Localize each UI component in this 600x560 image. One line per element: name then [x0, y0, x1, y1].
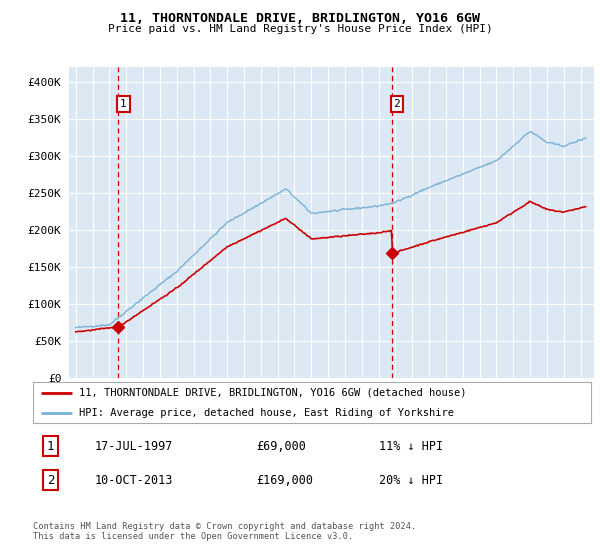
Text: 2: 2 [394, 99, 400, 109]
Text: 1: 1 [47, 440, 55, 453]
Text: 20% ↓ HPI: 20% ↓ HPI [379, 474, 443, 487]
Text: £69,000: £69,000 [256, 440, 306, 453]
Text: 11, THORNTONDALE DRIVE, BRIDLINGTON, YO16 6GW: 11, THORNTONDALE DRIVE, BRIDLINGTON, YO1… [120, 12, 480, 25]
Text: 11, THORNTONDALE DRIVE, BRIDLINGTON, YO16 6GW (detached house): 11, THORNTONDALE DRIVE, BRIDLINGTON, YO1… [79, 388, 466, 398]
Text: 17-JUL-1997: 17-JUL-1997 [94, 440, 173, 453]
Text: 1: 1 [120, 99, 127, 109]
Text: HPI: Average price, detached house, East Riding of Yorkshire: HPI: Average price, detached house, East… [79, 408, 454, 418]
Text: 11% ↓ HPI: 11% ↓ HPI [379, 440, 443, 453]
Text: £169,000: £169,000 [256, 474, 313, 487]
Text: 10-OCT-2013: 10-OCT-2013 [94, 474, 173, 487]
Text: 2: 2 [47, 474, 55, 487]
Text: Contains HM Land Registry data © Crown copyright and database right 2024.
This d: Contains HM Land Registry data © Crown c… [33, 522, 416, 542]
Text: Price paid vs. HM Land Registry's House Price Index (HPI): Price paid vs. HM Land Registry's House … [107, 24, 493, 34]
